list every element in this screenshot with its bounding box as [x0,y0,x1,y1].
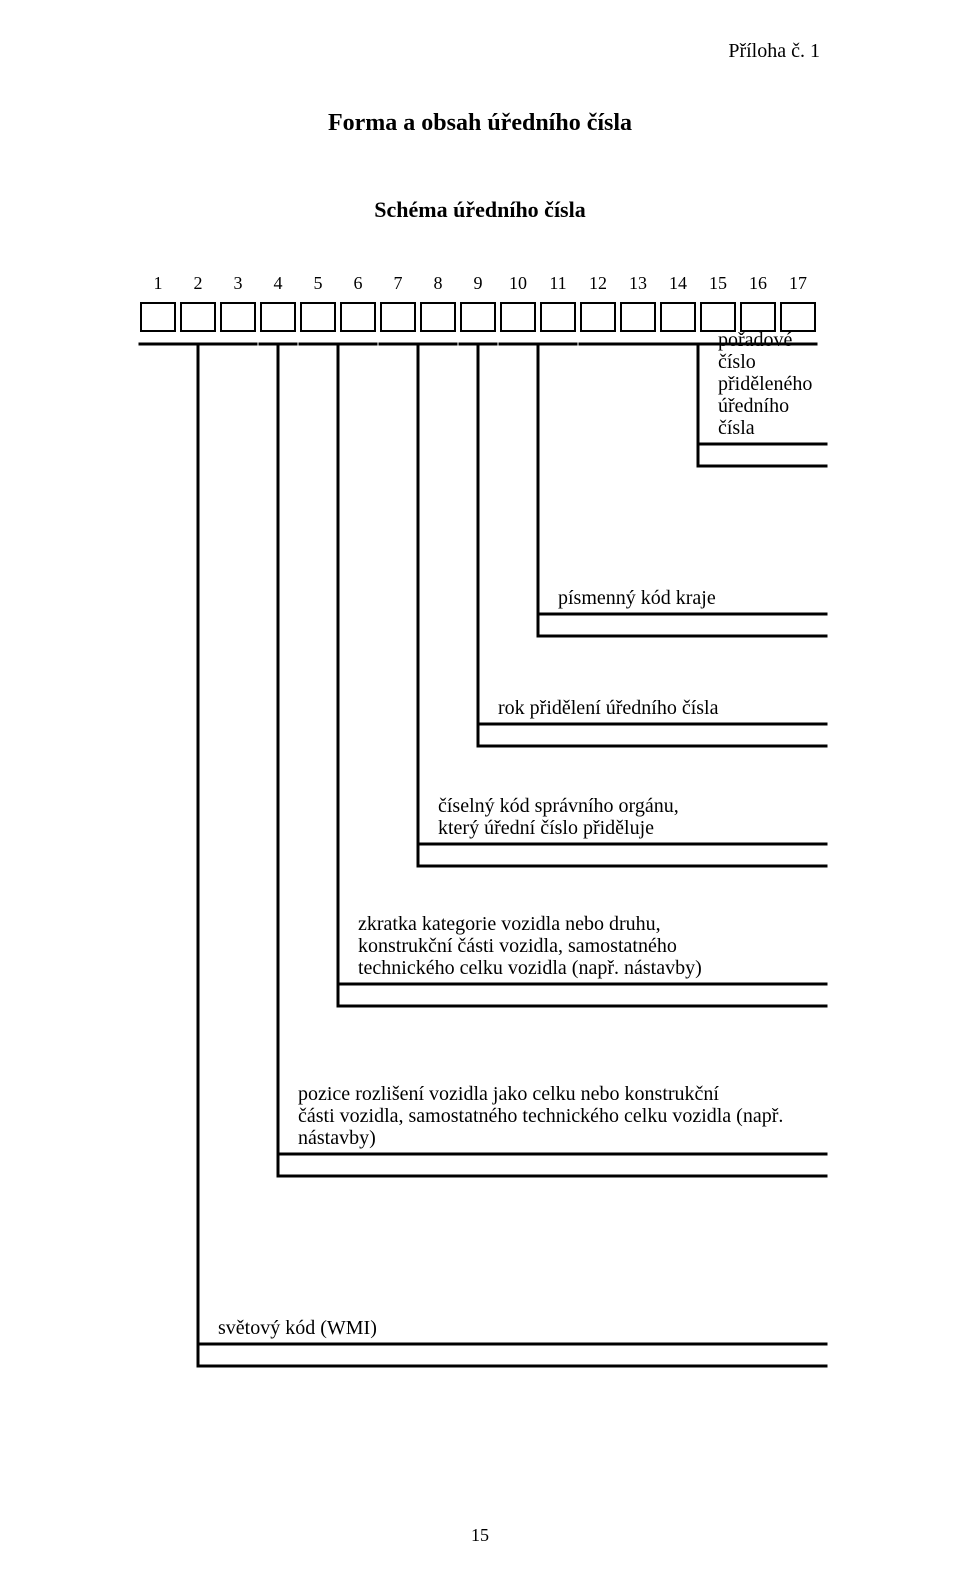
column-number: 3 [220,273,256,294]
schema-box [300,302,336,332]
column-number: 6 [340,273,376,294]
column-number: 7 [380,273,416,294]
box-row [140,302,820,332]
schema-box [420,302,456,332]
svg-text:světový kód (WMI): světový kód (WMI) [218,1317,377,1339]
column-number: 2 [180,273,216,294]
svg-text:rok přidělení úředního čísla: rok přidělení úředního čísla [498,697,719,719]
schema-box [580,302,616,332]
svg-text:zkratka kategorie vozidla nebo: zkratka kategorie vozidla nebo druhu, [358,913,661,935]
schema-box [780,302,816,332]
schema-box [500,302,536,332]
schema-box [380,302,416,332]
schema-box [700,302,736,332]
svg-text:který úřední číslo přiděluje: který úřední číslo přiděluje [438,817,654,839]
svg-text:pořadové: pořadové [718,329,793,351]
svg-text:písmenný kód kraje: písmenný kód kraje [558,587,716,609]
column-number: 16 [740,273,776,294]
appendix-header: Příloha č. 1 [728,40,820,63]
column-number: 17 [780,273,816,294]
column-numbers: 1234567891011121314151617 [140,273,820,294]
column-number: 15 [700,273,736,294]
schema-box [540,302,576,332]
schema-box [740,302,776,332]
schema-box [260,302,296,332]
svg-text:čísla: čísla [718,417,755,439]
svg-text:číselný kód správního orgánu,: číselný kód správního orgánu, [438,795,679,817]
page-number: 15 [0,1525,960,1546]
column-number: 14 [660,273,696,294]
column-number: 12 [580,273,616,294]
schema-box [660,302,696,332]
column-number: 4 [260,273,296,294]
column-number: 9 [460,273,496,294]
schema-box [140,302,176,332]
svg-text:nástavby): nástavby) [298,1127,376,1149]
svg-text:úředního: úředního [718,395,789,417]
svg-text:pozice rozlišení vozidla jako: pozice rozlišení vozidla jako celku nebo… [298,1083,719,1105]
svg-text:konstrukční části vozidla, sam: konstrukční části vozidla, samostatného [358,935,677,957]
svg-text:přiděleného: přiděleného [718,373,812,395]
schema-box [460,302,496,332]
schema-box [180,302,216,332]
main-title: Forma a obsah úředního čísla [140,110,820,137]
subtitle: Schéma úředního čísla [140,197,820,223]
svg-text:číslo: číslo [718,351,756,373]
bracket-diagram: pořadovéčíslopřidělenéhoúředníhočísla pís… [140,330,960,1510]
column-number: 13 [620,273,656,294]
schema-box [220,302,256,332]
schema-box [340,302,376,332]
column-number: 8 [420,273,456,294]
column-number: 1 [140,273,176,294]
column-number: 5 [300,273,336,294]
schema-box [620,302,656,332]
column-number: 10 [500,273,536,294]
svg-text:technického celku vozidla (nap: technického celku vozidla (např. nástavb… [358,957,702,979]
svg-text:části vozidla, samostatného te: části vozidla, samostatného technického … [298,1105,783,1127]
column-number: 11 [540,273,576,294]
